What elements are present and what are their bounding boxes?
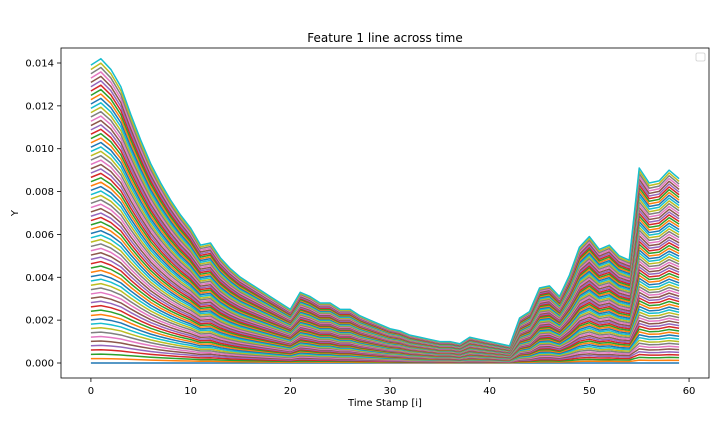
x-tick-label: 40	[483, 386, 496, 397]
x-tick-label: 60	[683, 386, 696, 397]
y-tick-label: 0.006	[25, 230, 54, 241]
x-tick-label: 20	[284, 386, 297, 397]
y-tick-label: 0.010	[25, 144, 54, 155]
y-axis-title: Y	[10, 209, 21, 217]
y-tick-label: 0.012	[25, 101, 54, 112]
x-axis: 0 10 20 30 40 50 60	[88, 378, 696, 397]
x-tick-label: 50	[583, 386, 596, 397]
series-line-70	[90, 57, 680, 347]
plot-frame	[60, 47, 710, 379]
x-tick-label: 30	[384, 386, 397, 397]
x-tick-label: 0	[88, 386, 94, 397]
chart-title: Feature 1 line across time	[307, 31, 462, 45]
legend-box	[695, 52, 706, 62]
y-tick-label: 0.004	[25, 273, 54, 284]
y-axis: 0.000 0.002 0.004 0.006 0.008 0.010 0.012 0.014	[25, 59, 61, 370]
y-tick-label: 0.000	[25, 359, 54, 370]
y-tick-label: 0.008	[25, 187, 54, 198]
x-tick-label: 10	[184, 386, 197, 397]
x-axis-title: Time Stamp [i]	[347, 398, 422, 409]
y-tick-label: 0.002	[25, 316, 54, 327]
y-tick-label: 0.014	[25, 59, 54, 70]
series-layer	[90, 57, 680, 364]
